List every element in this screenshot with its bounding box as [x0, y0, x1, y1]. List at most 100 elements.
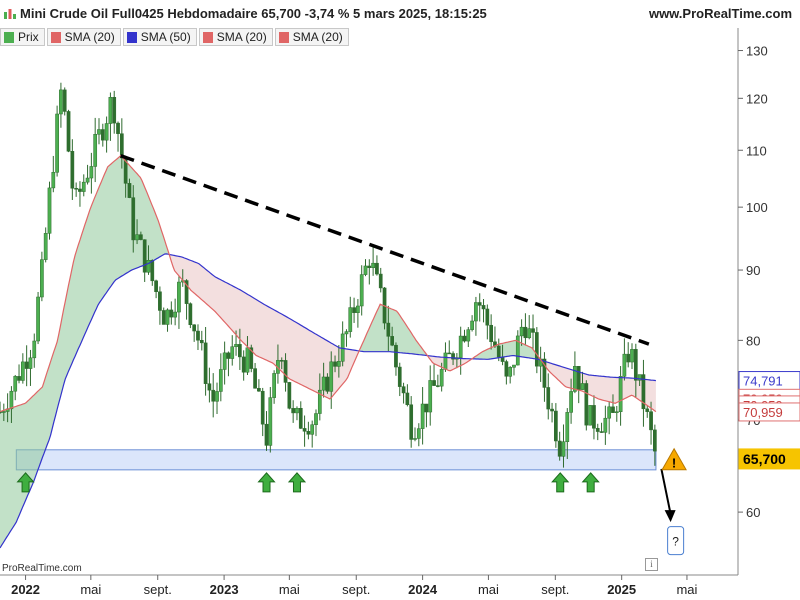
candle-body [325, 376, 330, 392]
candle-body [0, 411, 2, 413]
candle-body [24, 361, 29, 369]
candle-body [222, 352, 227, 370]
legend-label: SMA (20) [292, 30, 343, 44]
candle-body [108, 97, 113, 124]
candle-body [607, 406, 612, 419]
legend-item[interactable]: SMA (20) [198, 28, 273, 46]
candle-body [51, 172, 56, 189]
candle-body [93, 134, 98, 167]
candle-body [588, 405, 592, 426]
candle-body [630, 349, 634, 363]
y-tick-label: 120 [746, 91, 768, 106]
candle-body [470, 320, 474, 330]
candle-body [523, 326, 528, 339]
price-axis-label-text: 65,700 [743, 451, 786, 467]
candle-body [321, 376, 326, 391]
x-tick-label: mai [80, 582, 101, 597]
candle-body [649, 411, 653, 431]
candle-body [211, 389, 216, 402]
candle-body [317, 389, 322, 414]
legend-item[interactable]: SMA (20) [46, 28, 121, 46]
candle-body [622, 353, 627, 377]
candle-body [386, 322, 391, 337]
x-tick-label: sept. [541, 582, 569, 597]
candle-body [257, 388, 261, 392]
candle-body [165, 309, 170, 325]
candle-body [36, 296, 40, 342]
sma-cross-fill [169, 254, 359, 399]
candle-body [59, 89, 63, 115]
candle-body [161, 310, 166, 325]
candle-body [626, 353, 631, 363]
support-touch-arrow-icon [287, 472, 307, 493]
candle-body [416, 428, 421, 439]
candle-body [394, 344, 398, 368]
candle-body [298, 408, 303, 429]
candle-body [611, 406, 615, 413]
candle-body [576, 366, 581, 390]
candle-body [62, 89, 67, 112]
candle-body [150, 260, 155, 282]
sma-cross-fill [0, 155, 169, 548]
sma-cross-fill [541, 360, 656, 412]
candle-body [70, 151, 75, 189]
candle-body [531, 328, 535, 333]
legend-item[interactable]: Prix [0, 28, 45, 46]
candle-body [580, 383, 585, 390]
candle-body [260, 390, 265, 425]
candle-body [390, 336, 395, 346]
candle-body [116, 122, 120, 134]
candle-body [253, 368, 257, 389]
candle-body [614, 411, 619, 413]
legend-label: SMA (20) [216, 30, 267, 44]
price-axis-label [738, 448, 800, 470]
x-tick-label: mai [676, 582, 697, 597]
candle-body [451, 353, 455, 360]
candle-body [557, 440, 562, 457]
candle-body [428, 380, 433, 413]
candle-body [356, 305, 360, 313]
candle-body [352, 307, 356, 313]
candle-body [55, 113, 59, 173]
candle-body [462, 335, 467, 342]
site-link[interactable]: www.ProRealTime.com [648, 6, 792, 21]
y-tick-label: 80 [746, 333, 760, 348]
legend-item[interactable]: SMA (20) [274, 28, 349, 46]
y-tick-label: 110 [746, 143, 767, 158]
sma-cross-fill [473, 340, 541, 360]
chart-title: Mini Crude Oil Full0425 Hebdomadaire 65,… [20, 6, 487, 21]
candle-body [420, 403, 425, 429]
sma20-line [0, 154, 657, 413]
candle-body [435, 385, 440, 387]
candle-body [527, 328, 532, 339]
candle-body [104, 123, 109, 141]
projection-arrow-line [660, 468, 672, 515]
candle-body [78, 188, 82, 192]
legend-swatch [126, 31, 137, 43]
candle-body [9, 390, 14, 410]
candle-body [287, 382, 292, 409]
candle-body [653, 429, 657, 452]
candle-body [100, 129, 105, 141]
candle-body [173, 311, 177, 318]
candle-body [447, 352, 452, 355]
candle-body [272, 373, 276, 398]
candle-body [371, 262, 375, 268]
candle-body [127, 183, 132, 198]
legend-item[interactable]: SMA (50) [122, 28, 197, 46]
candle-body [633, 349, 638, 381]
x-tick-label: 2022 [11, 582, 40, 597]
legend-swatch [278, 31, 289, 43]
candle-body [283, 360, 288, 383]
candle-body [561, 441, 566, 457]
candle-body [40, 259, 44, 298]
resistance-trendline [120, 154, 650, 346]
info-icon[interactable]: i [645, 558, 658, 571]
candle-body [542, 358, 547, 388]
candle-body [249, 347, 254, 369]
candle-body [397, 366, 402, 387]
candle-body [359, 274, 364, 307]
y-tick-label: 130 [746, 44, 768, 59]
candle-body [641, 374, 646, 410]
